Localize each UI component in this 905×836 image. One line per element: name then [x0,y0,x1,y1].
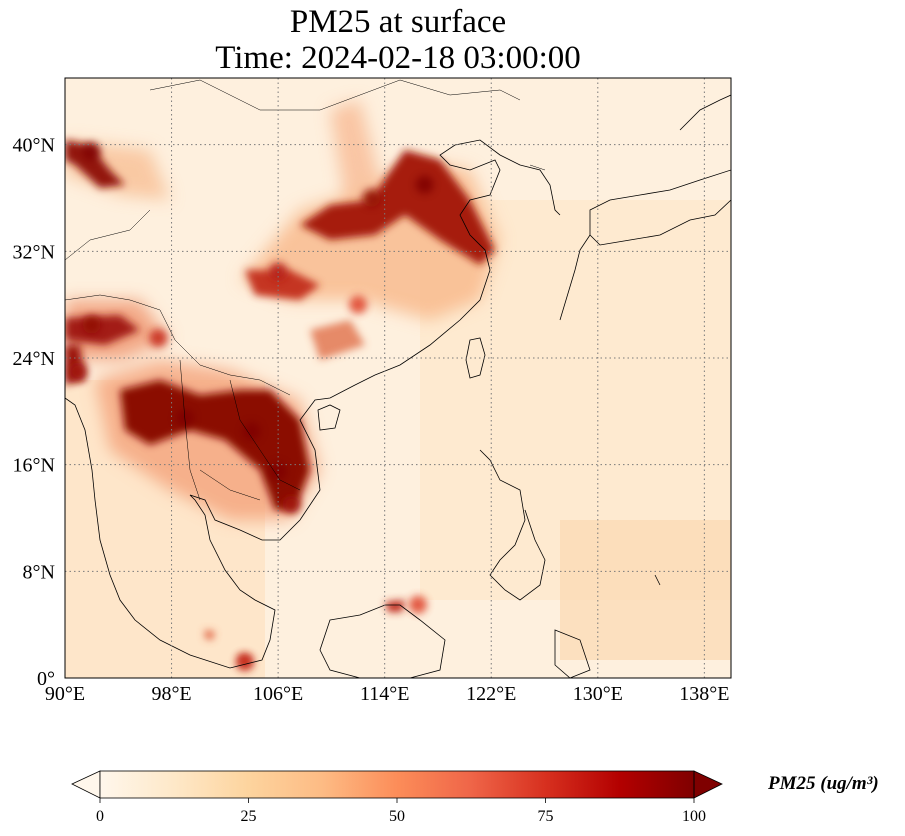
lat-axis: 0° 8°N 16°N 24°N 32°N 40°N [13,135,55,690]
colorbar: 0 25 50 75 100 [71,770,723,825]
pm25-hotspot [69,362,88,381]
colorbar-label: PM25 (ug/m³) [768,773,879,794]
colorbar-tick-label: 0 [96,808,104,825]
pm25-hotspot [149,329,168,347]
colorbar-ticks: 0 25 50 75 100 [96,798,706,825]
pm25-hotspot [269,262,288,281]
pacific-haze [560,520,731,660]
pm25-hotspot [408,595,427,614]
map-timestamp: Time: 2024-02-18 03:00:00 [215,40,581,76]
lon-tick-label: 114°E [360,683,409,705]
pm25-hotspot [415,175,434,194]
pollution-cores [65,140,495,666]
lon-tick-label: 122°E [466,683,516,705]
lat-tick-label: 16°N [13,455,55,477]
hotspot-layer [69,142,434,671]
lat-tick-label: 8°N [23,561,55,583]
map-plot-area [65,78,731,678]
coastlines [65,94,731,678]
lon-tick-label: 98°E [151,683,191,705]
lon-tick-label: 106°E [253,683,303,705]
map-title: PM25 at surface [289,4,507,40]
map-frame [64,77,732,679]
pm25-hotspot [349,295,368,314]
colorbar-tick-label: 25 [241,808,257,825]
lon-tick-label: 138°E [679,683,729,705]
gridlines [65,78,731,678]
lat-tick-label: 40°N [13,135,55,157]
lat-tick-label: 24°N [13,348,55,370]
pm25-hotspot [235,653,254,671]
pm25-hotspot [269,462,288,481]
colorbar-tick-label: 50 [389,808,405,825]
colorbar-gradient [100,771,694,798]
colorbar-extend-low [71,770,101,799]
country-borders [65,79,546,501]
lon-tick-label: 90°E [45,683,85,705]
pm25-hotspot [242,422,261,441]
lon-tick-label: 130°E [573,683,623,705]
pm25-hotspot [362,189,381,207]
lat-tick-label: 32°N [13,241,55,263]
lon-axis: 90°E 98°E 106°E 114°E 122°E 130°E 138°E [45,683,730,705]
pm25-hotspot [282,495,301,514]
pm25-hotspot [82,142,101,161]
pm25-hotspot [82,315,101,334]
colorbar-tick-label: 75 [538,808,554,825]
colorbar-extend-high [693,770,723,799]
lat-tick-label: 0° [37,668,55,690]
colorbar-tick-label: 100 [682,808,706,825]
